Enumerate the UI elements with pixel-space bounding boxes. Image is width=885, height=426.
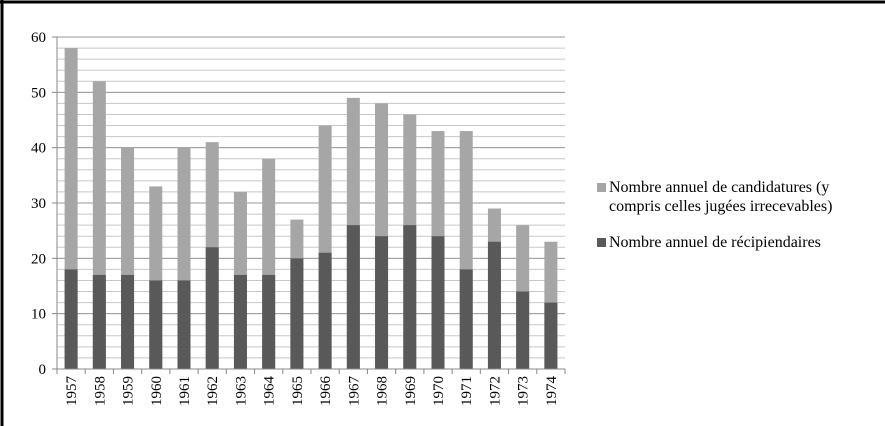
bar: [177, 280, 191, 369]
y-tick-label: 50: [31, 85, 46, 101]
legend-swatch: [597, 183, 606, 192]
y-tick-label: 10: [31, 307, 46, 323]
legend-label: Nombre annuel de récipiendaires: [609, 234, 821, 251]
bar: [318, 252, 332, 369]
x-tick-label: 1970: [431, 376, 447, 406]
x-tick-label: 1957: [64, 376, 80, 407]
x-tick-label: 1962: [205, 376, 221, 406]
bar: [431, 236, 445, 369]
y-tick-label: 40: [31, 141, 46, 157]
bar: [262, 274, 276, 369]
x-tick-label: 1964: [262, 376, 278, 407]
x-tick-label: 1963: [233, 376, 249, 406]
legend-item: Nombre annuel de candidatures (y compris…: [597, 178, 884, 216]
x-tick-label: 1959: [121, 376, 137, 406]
x-tick-label: 1974: [544, 376, 560, 407]
bar: [290, 258, 304, 369]
bar: [459, 269, 473, 369]
x-tick-label: 1968: [375, 376, 391, 406]
x-tick-label: 1969: [403, 376, 419, 406]
y-tick-label: 20: [31, 251, 46, 267]
bar: [121, 274, 135, 369]
bar: [64, 269, 78, 369]
y-tick-label: 30: [31, 196, 46, 212]
x-tick-label: 1967: [346, 376, 362, 407]
x-tick-label: 1971: [459, 376, 475, 406]
x-tick-label: 1966: [318, 376, 334, 407]
bar: [92, 274, 106, 369]
y-tick-label: 60: [31, 30, 46, 46]
x-tick-label: 1972: [487, 376, 503, 406]
bar: [233, 274, 247, 369]
bar: [346, 225, 360, 369]
legend-swatch: [597, 238, 606, 247]
y-tick-label: 0: [39, 362, 47, 378]
bar: [516, 291, 530, 369]
x-tick-label: 1958: [92, 376, 108, 406]
bar: [544, 302, 558, 369]
x-tick-label: 1965: [290, 376, 306, 406]
bar: [487, 241, 501, 369]
x-tick-label: 1973: [516, 376, 532, 406]
legend-item: Nombre annuel de récipiendaires: [597, 233, 884, 252]
legend-label: Nombre annuel de candidatures (y compris…: [609, 179, 833, 215]
bar: [149, 280, 163, 369]
bar: [403, 225, 417, 369]
x-tick-label: 1960: [149, 376, 165, 406]
bar: [205, 247, 219, 369]
x-tick-label: 1961: [177, 376, 193, 406]
bar: [375, 236, 389, 369]
